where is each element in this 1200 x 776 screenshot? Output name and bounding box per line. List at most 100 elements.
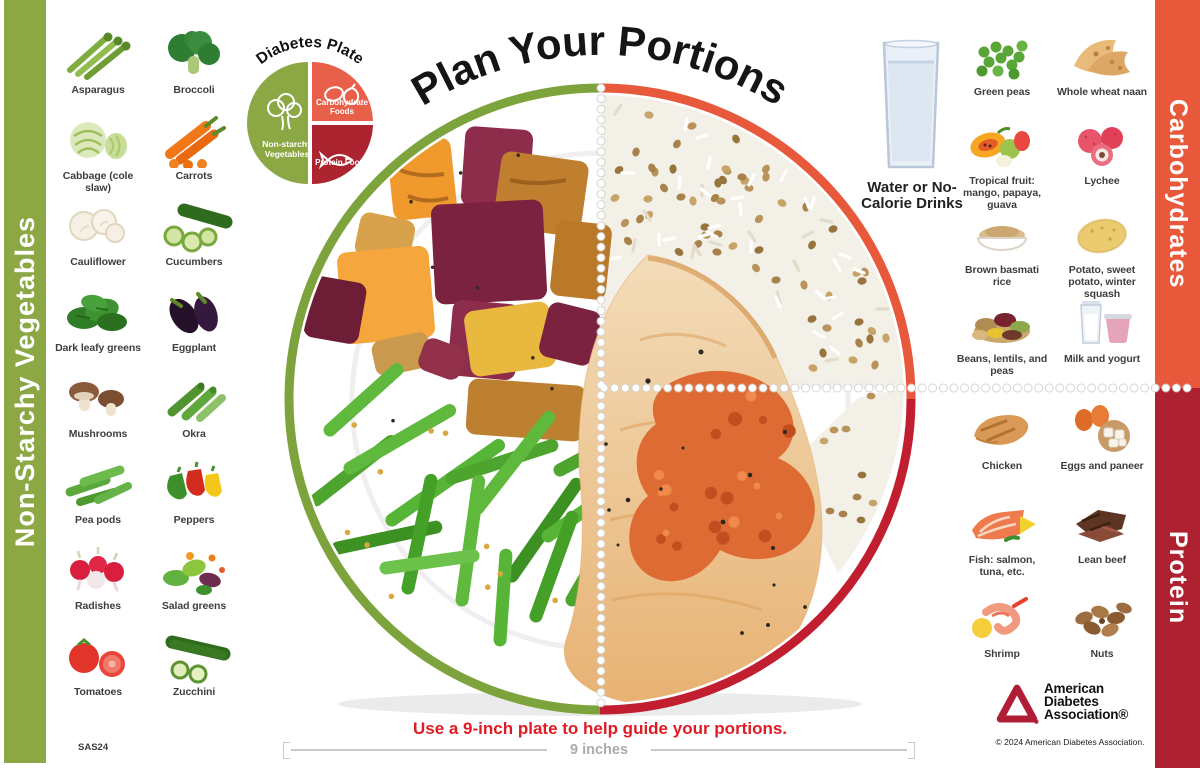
eggplant-icon [150, 286, 238, 340]
food-item-label: Eggs and paneer [1060, 460, 1144, 472]
carrots-icon [150, 114, 238, 168]
eggs-paneer-icon [1058, 404, 1146, 458]
food-item: Green peas [952, 30, 1052, 119]
food-item-label: Lychee [1084, 175, 1120, 187]
food-item-label: Cucumbers [165, 256, 223, 268]
food-item: Beans, lentils, and peas [952, 297, 1052, 386]
food-item-label: Broccoli [173, 84, 215, 96]
food-item-label: Fish: salmon, tuna, etc. [968, 554, 1036, 578]
food-item: Radishes [50, 544, 146, 630]
food-item: Milk and yogurt [1052, 297, 1152, 386]
okra-icon [150, 372, 238, 426]
peppers-icon [150, 458, 238, 512]
carbohydrates-grid: Green peas Whole wheat naan Tropical fruit… [952, 30, 1152, 386]
food-item: Whole wheat naan [1052, 30, 1152, 119]
radishes-icon [54, 544, 142, 598]
water-label: Water or No-Calorie Drinks [861, 179, 963, 212]
food-item-label: Lean beef [1077, 554, 1127, 566]
food-item: Asparagus [50, 28, 146, 114]
food-item-label: Chicken [981, 460, 1023, 472]
food-item: Lychee [1052, 119, 1152, 208]
food-item-label: Radishes [75, 600, 121, 612]
copyright: © 2024 American Diabetes Association. [995, 737, 1145, 747]
food-item: Salad greens [146, 544, 242, 630]
sku-code: SAS24 [78, 742, 109, 753]
food-item: Pea pods [50, 458, 146, 544]
food-item-label: Beans, lentils, and peas [956, 353, 1048, 377]
cabbage-icon [54, 114, 142, 168]
food-item-label: Pea pods [75, 514, 121, 526]
food-item: Brown basmati rice [952, 208, 1052, 297]
food-item: Carrots [146, 114, 242, 200]
zucchini-icon [150, 630, 238, 684]
asparagus-icon [54, 28, 142, 82]
carbohydrates-band: Carbohydrates [1155, 0, 1200, 388]
food-item-label: Salad greens [161, 600, 227, 612]
salad-greens-icon [150, 544, 238, 598]
fish-salmon-icon [958, 498, 1046, 552]
footnote: Use a 9-inch plate to help guide your po… [412, 719, 788, 738]
mini-label-protein: Protein Foods [315, 158, 369, 167]
food-item: Zucchini [146, 630, 242, 716]
potato-icon [1058, 208, 1146, 262]
ada-triangle-icon [996, 684, 1039, 724]
food-item: Mushrooms [50, 372, 146, 458]
cucumbers-icon [150, 200, 238, 254]
food-item: Nuts [1052, 592, 1152, 686]
nine-inch-ruler: 9 inches [283, 742, 915, 759]
food-item-label: Dark leafy greens [55, 342, 141, 354]
food-item-label: Cauliflower [70, 256, 126, 268]
food-item: Cabbage (cole slaw) [50, 114, 146, 200]
seasoning-specks [604, 349, 807, 635]
food-item: Cauliflower [50, 200, 146, 286]
protein-grid: Chicken Eggs and paneer Fish: salmon, tuna… [952, 404, 1152, 686]
food-item: Shrimp [952, 592, 1052, 686]
shrimp-icon [958, 592, 1046, 646]
cauliflower-icon [54, 200, 142, 254]
food-item-label: Mushrooms [68, 428, 128, 440]
food-item-label: Nuts [1090, 648, 1114, 660]
tomatoes-icon [54, 630, 142, 684]
food-item-label: Eggplant [171, 342, 217, 354]
food-item: Chicken [952, 404, 1052, 498]
food-item: Tropical fruit: mango, papaya, guava [952, 119, 1052, 211]
ruler-left-bracket [283, 742, 290, 759]
food-item-label: Whole wheat naan [1057, 86, 1147, 98]
food-item-label: Tropical fruit: mango, papaya, guava [963, 175, 1041, 211]
non-starchy-vegetables-grid: Asparagus Broccoli Cabbage (cole slaw) Carr… [50, 28, 242, 716]
protein-band-label: Protein [1164, 531, 1192, 625]
ada-logo: American Diabetes Association® [995, 682, 1155, 726]
fish-fillet [563, 254, 823, 703]
food-item-label: Zucchini [172, 686, 216, 698]
rim-orange-quarter [599, 83, 916, 400]
rim-red-quarter [599, 398, 916, 715]
ruler-label: 9 inches [557, 742, 641, 758]
food-item: Lean beef [1052, 498, 1152, 592]
food-item-label: Potato, sweet potato, winter squash [1068, 264, 1136, 300]
green-peas-icon [958, 30, 1046, 84]
dark-leafy-greens-icon [54, 286, 142, 340]
ada-logo-text: American Diabetes Association® [1044, 681, 1129, 723]
food-item-label: Tomatoes [73, 686, 122, 698]
naan-icon [1058, 30, 1146, 84]
food-item: Potato, sweet potato, winter squash [1052, 208, 1152, 300]
food-item-label: Brown basmati rice [965, 264, 1039, 288]
milk-yogurt-icon [1058, 297, 1146, 351]
lean-beef-icon [1058, 498, 1146, 552]
plate-shadow [338, 692, 862, 716]
food-item: Fish: salmon, tuna, etc. [952, 498, 1052, 592]
food-item-label: Green peas [973, 86, 1031, 98]
food-item: Okra [146, 372, 242, 458]
food-item: Cucumbers [146, 200, 242, 286]
food-item: Broccoli [146, 28, 242, 114]
food-item: Eggplant [146, 286, 242, 372]
food-item-label: Shrimp [984, 648, 1020, 660]
broccoli-icon [150, 28, 238, 82]
mushrooms-icon [54, 372, 142, 426]
chicken-icon [958, 404, 1046, 458]
food-item: Eggs and paneer [1052, 404, 1152, 498]
food-item-label: Peppers [173, 514, 215, 526]
mini-label-vegetables: Non-starchy Vegetables [262, 139, 312, 160]
mini-segment-vegetables [247, 62, 308, 184]
